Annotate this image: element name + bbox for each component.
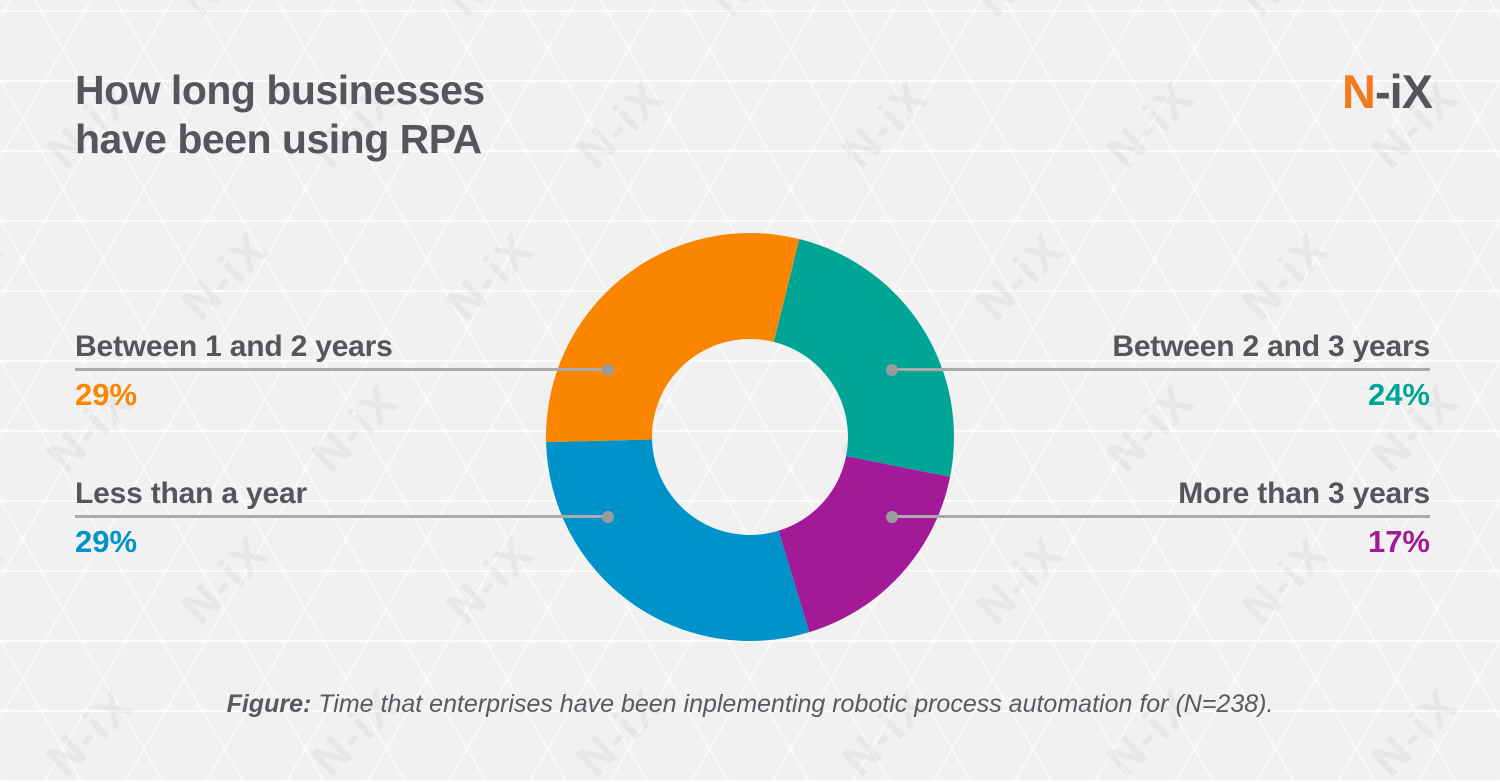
segment-label-top-left: Between 1 and 2 years <box>75 330 393 363</box>
segment-value-bottom-left: 29% <box>75 524 138 559</box>
logo-letter-n: N <box>1341 65 1376 118</box>
figure-caption-text: Time that enterprises have been inplemen… <box>318 690 1274 718</box>
nix-logo: N-iX <box>1341 64 1433 119</box>
donut-segment-top-right <box>773 239 954 477</box>
callout-line-bottom-left <box>75 510 614 523</box>
logo-letters-ix: -iX <box>1374 65 1433 118</box>
segment-label-top-right: Between 2 and 3 years <box>1112 330 1430 363</box>
page-title-line2: have been using RPA <box>75 116 482 162</box>
callout-dot-bottom-right <box>886 510 898 523</box>
donut-segment-top-left <box>546 233 800 443</box>
segment-value-top-left: 29% <box>75 377 138 412</box>
page-title: How long businesses have been using RPA <box>75 66 485 164</box>
figure-caption-prefix: Figure: <box>226 690 312 718</box>
segment-label-bottom-left: Less than a year <box>75 477 307 510</box>
callout-dot-top-right <box>886 363 898 376</box>
callout-line-top-left <box>75 363 614 376</box>
callout-line-bottom-right <box>886 510 1430 523</box>
segment-value-bottom-right: 17% <box>1367 524 1430 559</box>
segment-label-bottom-right: More than 3 years <box>1178 477 1430 510</box>
callout-dot-bottom-left <box>602 510 614 523</box>
figure-caption: Figure: Time that enterprises have been … <box>0 690 1500 719</box>
donut-segment-bottom-right <box>778 456 951 633</box>
callout-dot-top-left <box>602 363 614 376</box>
donut-segment-bottom-left <box>546 439 810 641</box>
callout-line-top-right <box>886 363 1430 376</box>
page-title-line1: How long businesses <box>75 67 485 113</box>
segment-value-top-right: 24% <box>1367 377 1430 412</box>
